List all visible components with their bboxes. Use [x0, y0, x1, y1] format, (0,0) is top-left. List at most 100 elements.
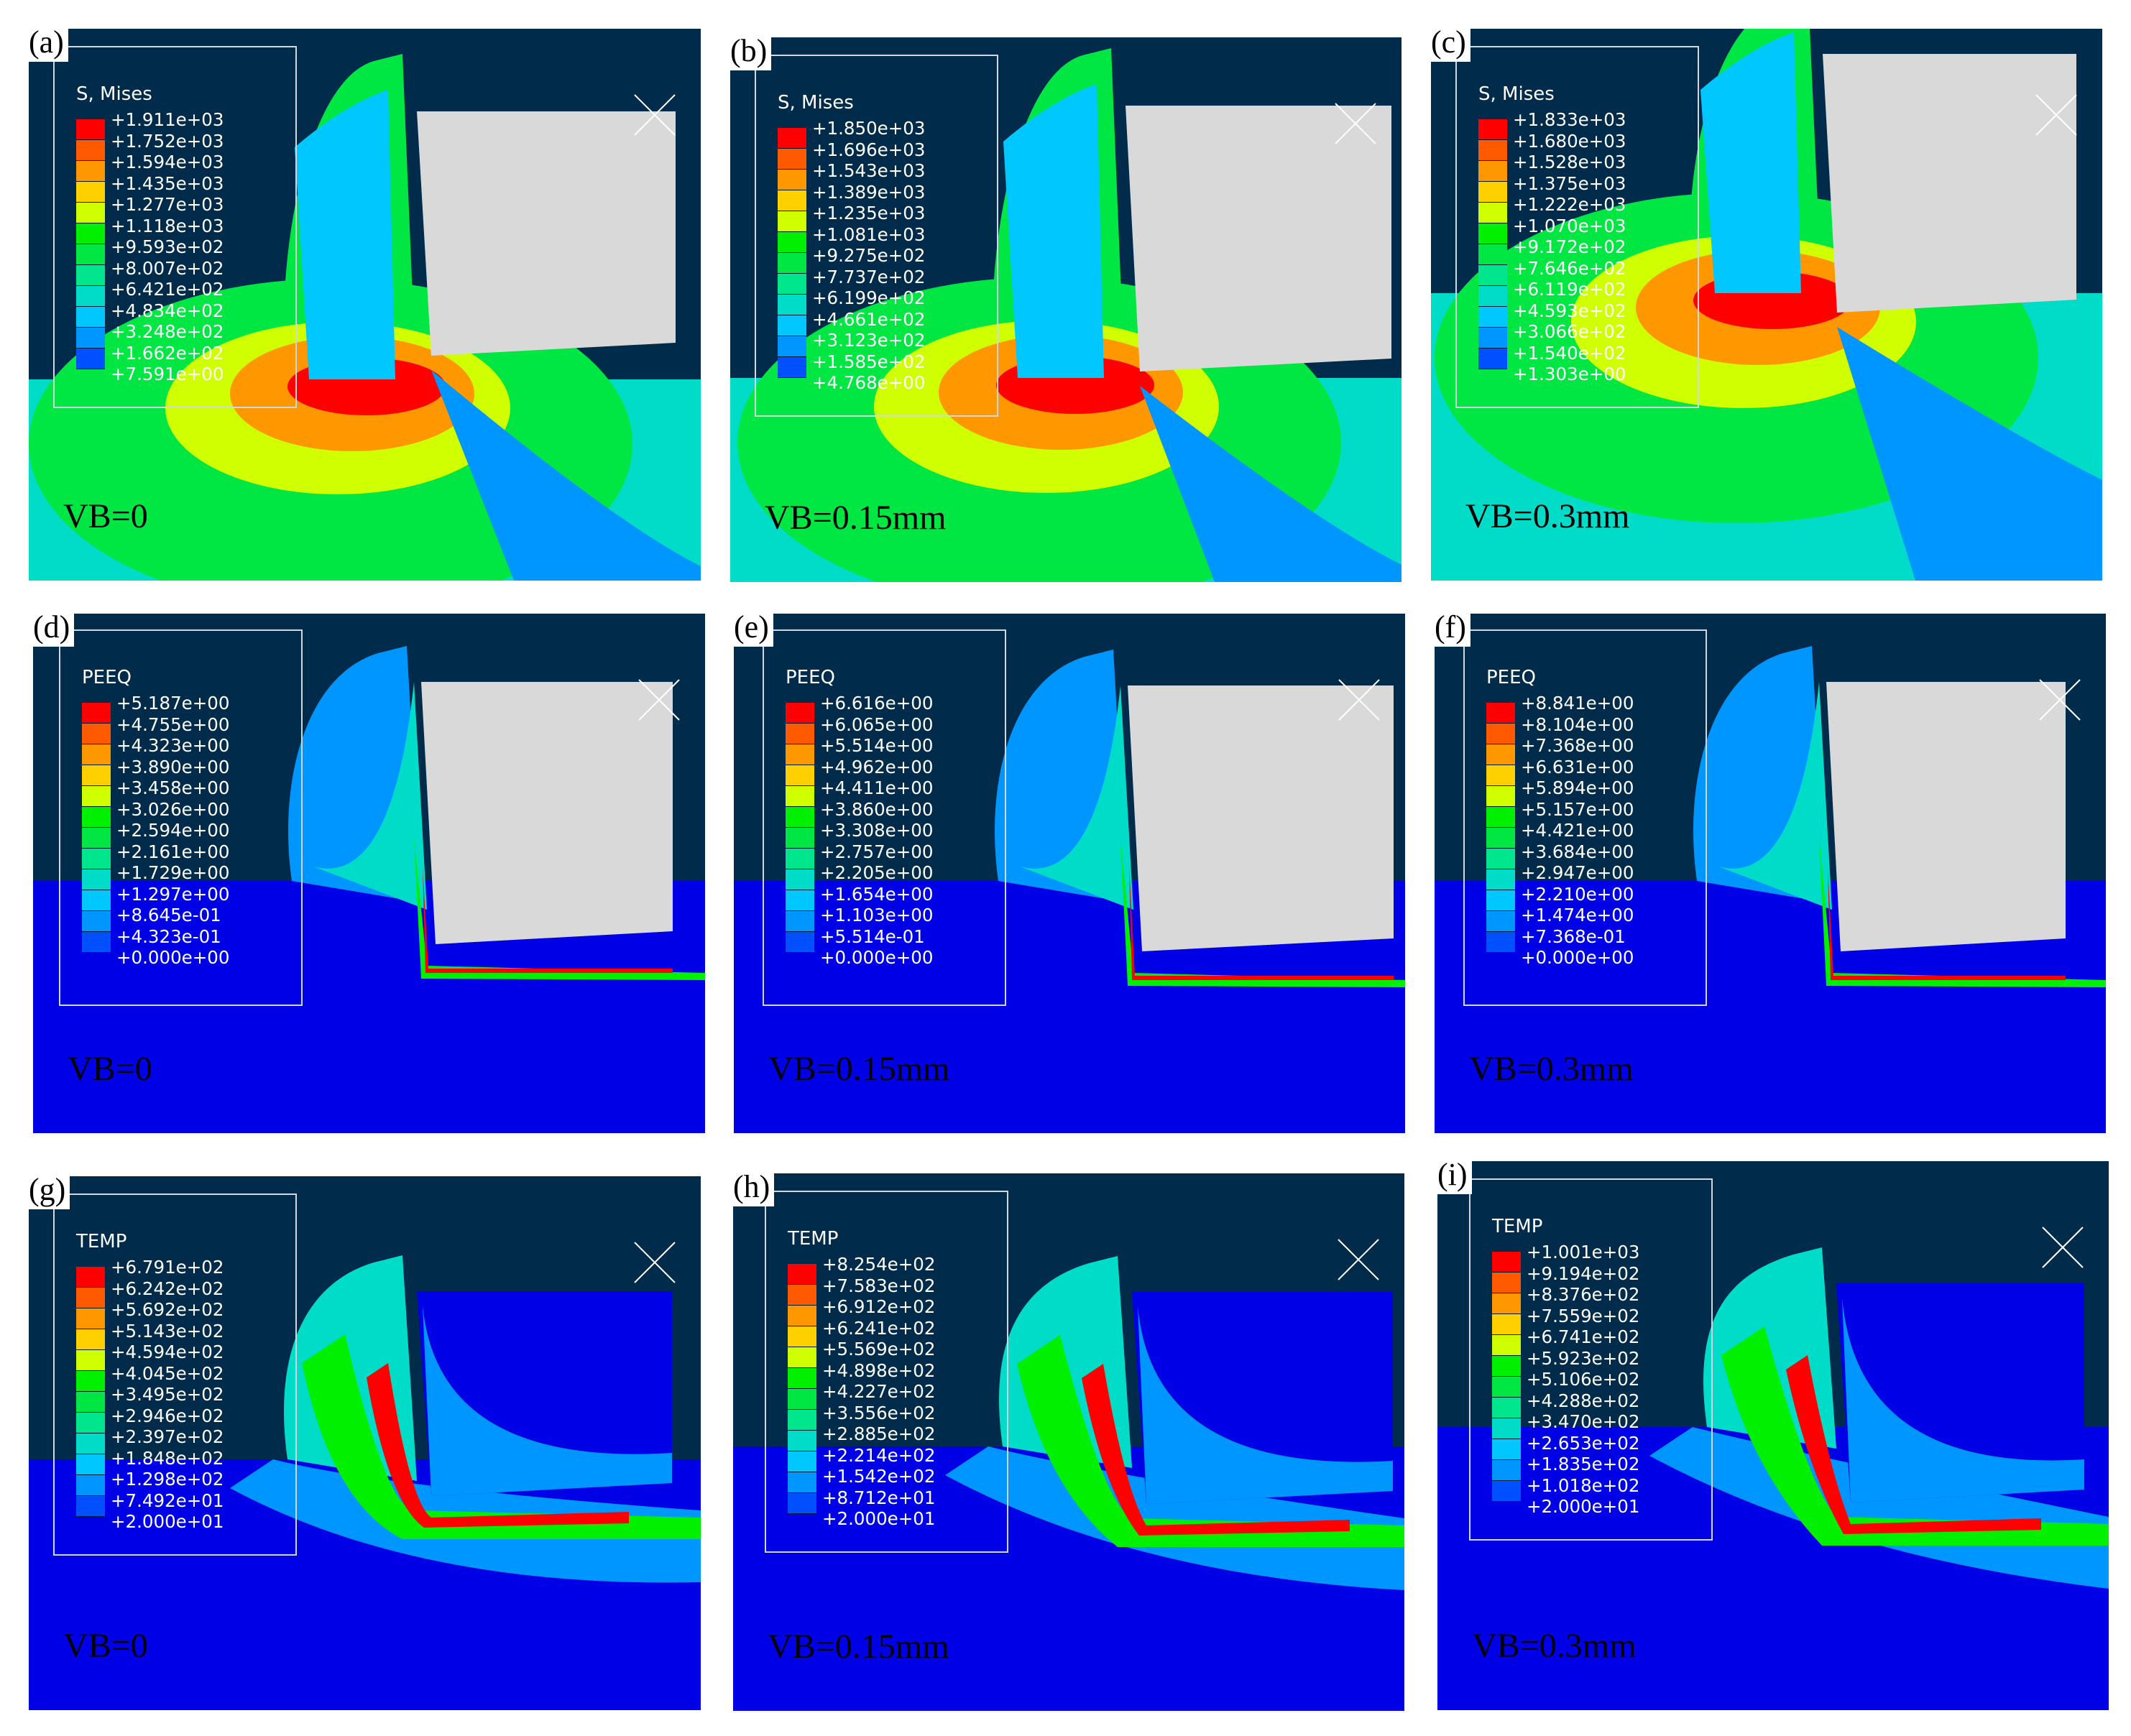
- colorbar-swatch: [1492, 1273, 1521, 1293]
- colorbar-swatch: [778, 295, 806, 315]
- legend: TEMP +6.791e+02 +6.242e+02 +5.692e+02 +5.143…: [53, 1194, 297, 1556]
- colorbar-swatch: [76, 1329, 105, 1350]
- colorbar-swatch: [1478, 119, 1507, 140]
- triad-icon: [1338, 1239, 1379, 1280]
- colorbar: [76, 1267, 105, 1517]
- contour-field: [733, 1256, 1404, 1711]
- colorbar-swatch: [1486, 890, 1515, 911]
- panel-label: (h): [733, 1173, 775, 1206]
- legend-title: S, Mises: [778, 92, 854, 114]
- colorbar-swatch: [82, 703, 111, 724]
- colorbar-swatch: [1486, 828, 1515, 849]
- contour-field: [734, 650, 1405, 1133]
- colorbar-swatch: [788, 1493, 816, 1514]
- legend-value: +1.235e+03: [812, 203, 926, 223]
- colorbar-swatch: [76, 161, 105, 182]
- legend-value: +1.696e+03: [812, 139, 926, 160]
- cutting-tool: [417, 111, 676, 356]
- colorbar-swatch: [1478, 328, 1507, 348]
- colorbar-swatch: [76, 1350, 105, 1371]
- panel-e: PEEQ +6.616e+00 +6.065e+00 +5.514e+00 +4.962…: [734, 614, 1405, 1133]
- colorbar-swatch: [1492, 1356, 1521, 1377]
- legend-value: +1.474e+00: [1521, 905, 1634, 925]
- temp-band: [302, 1334, 701, 1539]
- legend-value: +4.834e+02: [111, 300, 224, 321]
- panel-label: (f): [1435, 614, 1470, 647]
- legend-value: +8.254e+02: [822, 1254, 936, 1275]
- colorbar-swatch: [76, 1413, 105, 1433]
- colorbar-swatch: [788, 1410, 816, 1431]
- colorbar-swatch: [1492, 1481, 1521, 1502]
- stress-band: [431, 370, 701, 581]
- legend-value: +1.018e+02: [1527, 1474, 1640, 1496]
- colorbar-swatch: [1478, 182, 1507, 203]
- colorbar-swatch: [82, 744, 111, 765]
- panel-i: TEMP +1.001e+03 +9.194e+02 +8.376e+02 +7.559…: [1437, 1161, 2109, 1710]
- legend-value: +6.741e+02: [1527, 1326, 1640, 1347]
- panel-label: (a): [29, 29, 68, 62]
- panel-g: TEMP +6.791e+02 +6.242e+02 +5.692e+02 +5.143…: [29, 1176, 701, 1710]
- colorbar-swatch: [786, 911, 814, 932]
- colorbar-swatch: [76, 265, 105, 286]
- colorbar-swatch: [778, 211, 806, 232]
- colorbar-swatch: [778, 190, 806, 211]
- legend-value: +2.653e+02: [1527, 1432, 1640, 1454]
- legend-value: +2.210e+00: [1521, 883, 1634, 905]
- legend-value: +1.118e+03: [111, 215, 224, 236]
- legend-value: +1.585e+02: [812, 351, 926, 372]
- legend: PEEQ +8.841e+00 +8.104e+00 +7.368e+00 +6.631…: [1463, 629, 1707, 1006]
- legend-value: +5.692e+02: [111, 1299, 224, 1320]
- legend-value: +4.594e+02: [111, 1342, 224, 1362]
- legend-value: +1.542e+02: [822, 1466, 936, 1487]
- legend-value: +3.026e+00: [116, 798, 230, 820]
- colorbar-swatch: [76, 286, 105, 307]
- colorbar-swatch: [788, 1264, 816, 1285]
- cutting-tool: [421, 682, 673, 944]
- colorbar-swatch: [82, 765, 111, 786]
- panel-f: PEEQ +8.841e+00 +8.104e+00 +7.368e+00 +6.631…: [1435, 614, 2106, 1133]
- legend-values: +1.911e+03 +1.752e+03 +1.594e+03 +1.435e+03…: [111, 109, 224, 385]
- legend-value: +1.835e+02: [1527, 1454, 1640, 1474]
- colorbar-swatch: [1478, 244, 1507, 265]
- legend-value: +1.375e+03: [1513, 172, 1626, 194]
- legend-value: +1.297e+00: [116, 883, 230, 905]
- legend-value: +4.227e+02: [822, 1381, 936, 1402]
- contour-field: [1431, 29, 2102, 581]
- colorbar-swatch: [1478, 161, 1507, 182]
- legend-value: +3.308e+00: [820, 820, 934, 841]
- flank-wear-label: VB=0: [63, 497, 148, 535]
- triad-icon: [638, 679, 680, 721]
- colorbar-swatch: [1486, 911, 1515, 932]
- legend-value: +7.368e-01: [1521, 925, 1626, 947]
- legend-value: +5.187e+00: [116, 693, 230, 714]
- colorbar-swatch: [778, 170, 806, 190]
- legend-value: +3.123e+02: [812, 330, 926, 351]
- colorbar-swatch: [1486, 932, 1515, 953]
- legend-value: +7.368e+00: [1521, 735, 1634, 756]
- colorbar-swatch: [788, 1306, 816, 1326]
- legend-value: +9.172e+02: [1513, 236, 1626, 257]
- colorbar-swatch: [788, 1431, 816, 1451]
- legend-value: +3.248e+02: [111, 321, 224, 342]
- colorbar-swatch: [1492, 1418, 1521, 1439]
- legend-value: +8.645e-01: [116, 905, 221, 925]
- colorbar-swatch: [786, 807, 814, 828]
- legend-value: +1.435e+03: [111, 172, 224, 194]
- legend-value: +4.045e+02: [111, 1362, 224, 1384]
- colorbar: [786, 703, 814, 953]
- colorbar-swatch: [1492, 1293, 1521, 1314]
- legend-values: +1.001e+03 +9.194e+02 +8.376e+02 +7.559e+02…: [1527, 1242, 1639, 1518]
- colorbar-swatch: [76, 203, 105, 223]
- panel-label: (i): [1437, 1161, 1472, 1194]
- triad-icon: [634, 1242, 676, 1283]
- flank-wear-label: VB=0: [63, 1627, 148, 1665]
- contour-field: [29, 54, 701, 581]
- legend-value: +1.654e+00: [820, 883, 934, 905]
- legend-value: +6.065e+00: [820, 714, 934, 735]
- contour-field: [29, 1255, 701, 1710]
- legend-value: +3.860e+00: [820, 798, 934, 820]
- legend-values: +1.833e+03 +1.680e+03 +1.528e+03 +1.375e+03…: [1513, 109, 1626, 385]
- stress-band: [1700, 32, 1801, 293]
- colorbar-swatch: [76, 1454, 105, 1475]
- colorbar-swatch: [788, 1472, 816, 1493]
